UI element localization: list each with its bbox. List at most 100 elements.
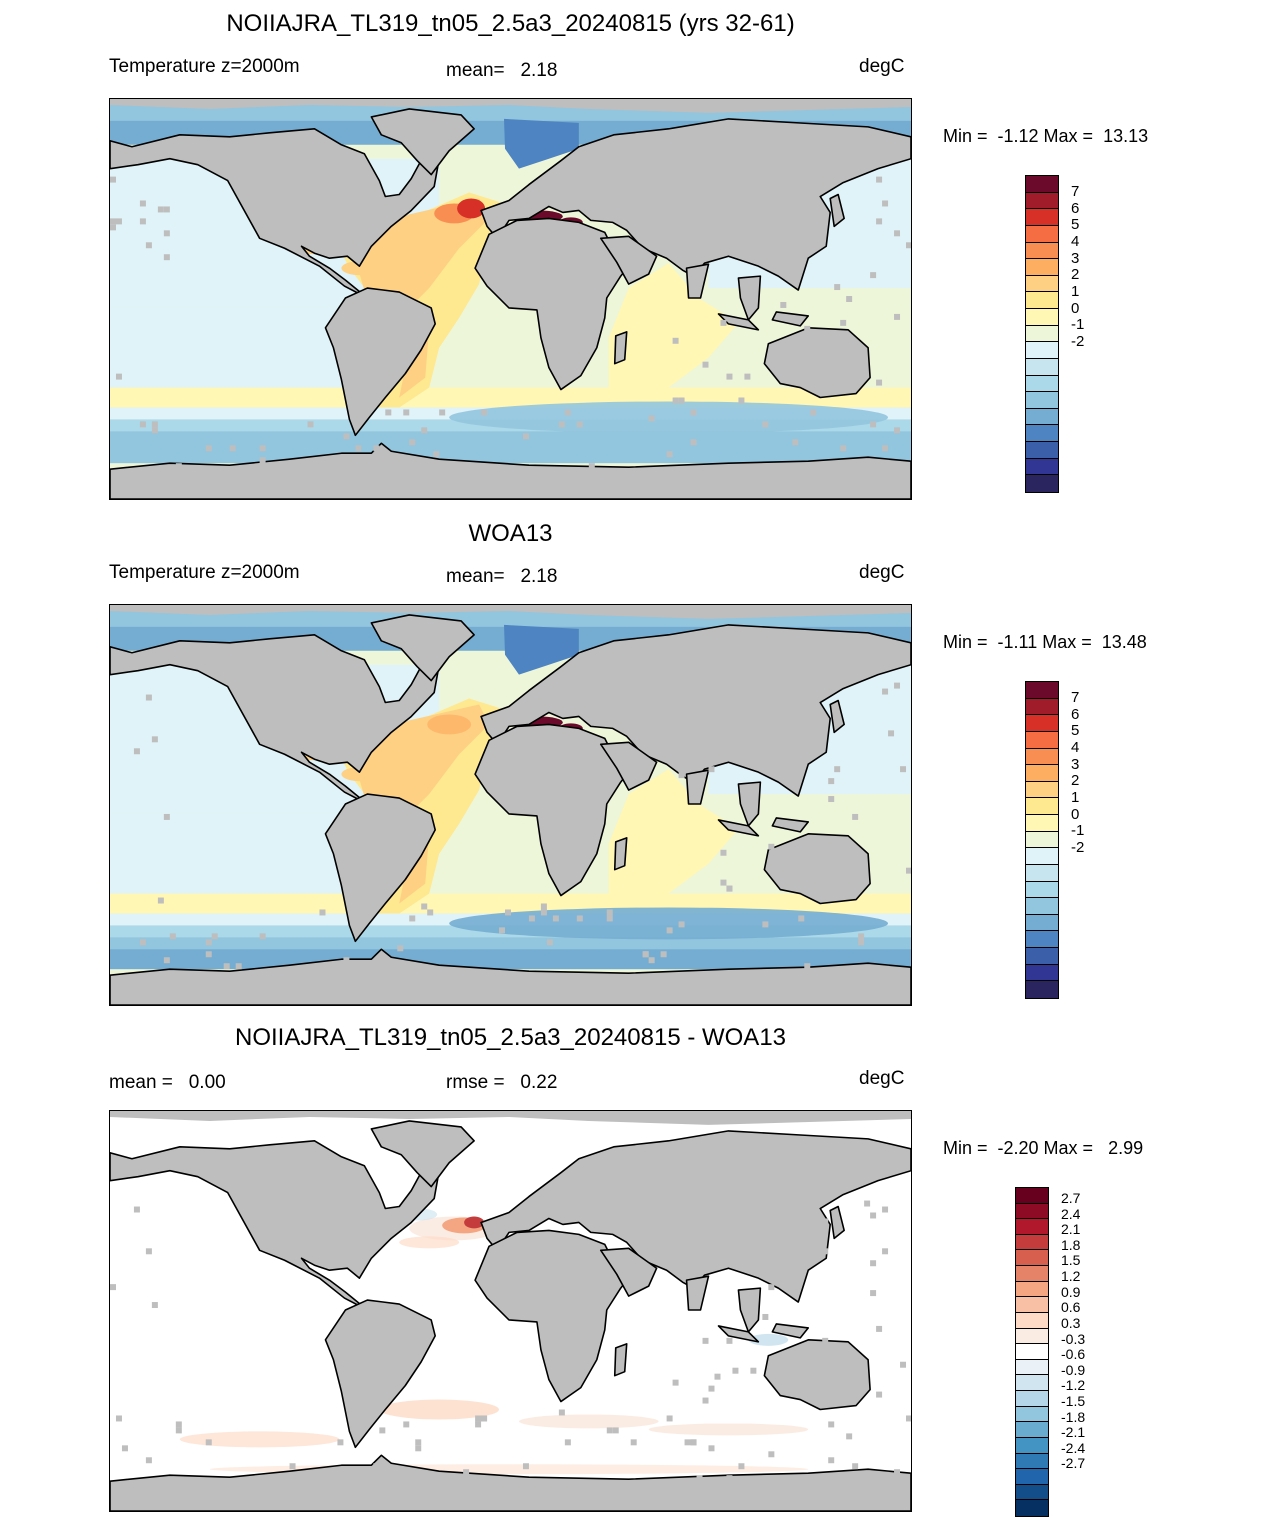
colorbar-swatch	[1026, 682, 1058, 699]
colorbar-tick-label: 0	[1071, 299, 1080, 317]
colorbar-tick-label: 2.4	[1061, 1205, 1081, 1222]
minmax-label: Min = -2.20 Max = 2.99	[943, 1138, 1144, 1158]
colorbar-swatch	[1016, 1250, 1048, 1267]
panel-title: WOA13	[468, 520, 553, 547]
colorbar-swatch	[1016, 1484, 1048, 1501]
colorbar-swatch	[1026, 375, 1058, 393]
colorbar-tick-label: 6	[1071, 199, 1080, 217]
colorbar-tick-label: 2	[1071, 772, 1080, 790]
colorbar-tick-label: -1	[1071, 822, 1085, 840]
colorbar-swatch	[1026, 698, 1058, 716]
colorbar-tick-label: 1.8	[1061, 1236, 1081, 1253]
colorbar-tick-label: -2	[1071, 332, 1085, 350]
colorbar-swatch	[1026, 798, 1058, 816]
colorbar-tick-label: -0.9	[1061, 1361, 1086, 1378]
colorbar-swatch	[1026, 831, 1058, 849]
map-obs	[109, 604, 912, 1006]
colorbar-swatch	[1026, 342, 1058, 359]
colorbar-tick-label: 6	[1071, 705, 1080, 723]
colorbar-tick-label: -0.3	[1061, 1330, 1086, 1347]
colorbar-swatch	[1026, 358, 1058, 376]
colorbar	[1025, 175, 1059, 493]
colorbar-tick-label: -1.5	[1061, 1392, 1086, 1409]
map-diff	[109, 1110, 912, 1512]
colorbar-tick-label: 0.6	[1061, 1299, 1081, 1316]
colorbar-tick-label: -1.2	[1061, 1377, 1086, 1394]
field-label: Temperature z=2000m	[109, 56, 300, 77]
colorbar-swatch	[1016, 1297, 1048, 1313]
colorbar-tick-label: -2.4	[1061, 1439, 1086, 1456]
colorbar-tick-label: 7	[1071, 689, 1080, 707]
colorbar-swatch	[1026, 914, 1058, 932]
colorbar-swatch	[1026, 765, 1058, 782]
colorbar-tick-label: -2.7	[1061, 1455, 1086, 1472]
colorbar-tick-label: 2.7	[1061, 1189, 1081, 1206]
panel-model: NOIIAJRA_TL319_tn05_2.5a3_20240815 (yrs …	[0, 0, 1285, 506]
colorbar-swatch	[1026, 881, 1058, 899]
colorbar-swatch	[1016, 1453, 1048, 1470]
colorbar-tick-label: 0	[1071, 805, 1080, 823]
colorbar-swatch	[1026, 242, 1058, 260]
colorbar-swatch	[1026, 864, 1058, 882]
colorbar-tick-label: 2.1	[1061, 1221, 1081, 1238]
map-canvas	[110, 1111, 911, 1511]
colorbar-swatch	[1016, 1437, 1048, 1454]
colorbar-swatch	[1026, 259, 1058, 276]
map-model	[109, 98, 912, 500]
colorbar-tick-label: 1	[1071, 788, 1080, 806]
colorbar-swatch	[1026, 458, 1058, 476]
colorbar-swatch	[1016, 1500, 1048, 1516]
colorbar-swatch	[1016, 1391, 1048, 1407]
colorbar-swatch	[1026, 309, 1058, 326]
panel-diff: NOIIAJRA_TL319_tn05_2.5a3_20240815 - WOA…	[0, 1012, 1285, 1518]
colorbar-tick-label: 5	[1071, 216, 1080, 234]
colorbar-swatch	[1026, 948, 1058, 965]
colorbar-swatch	[1026, 475, 1058, 492]
colorbar-swatch	[1016, 1312, 1048, 1329]
colorbar-tick-label: 3	[1071, 249, 1080, 267]
colorbar-swatch	[1026, 981, 1058, 998]
colorbar-tick-label: 0.9	[1061, 1283, 1081, 1300]
colorbar-tick-label: 1.5	[1061, 1252, 1081, 1269]
colorbar-swatch	[1016, 1469, 1048, 1485]
colorbar-swatch	[1016, 1188, 1048, 1204]
colorbar-swatch	[1026, 931, 1058, 949]
colorbar-swatch	[1026, 325, 1058, 343]
colorbar-swatch	[1016, 1328, 1048, 1345]
colorbar-swatch	[1016, 1266, 1048, 1282]
colorbar-swatch	[1026, 748, 1058, 766]
colorbar-swatch	[1026, 275, 1058, 293]
minmax-label: Min = -1.11 Max = 13.48	[943, 632, 1147, 652]
colorbar-swatch	[1026, 731, 1058, 749]
panel-obs: WOA13 Temperature z=2000m mean= 2.18 deg…	[0, 506, 1285, 1012]
colorbar-swatch	[1016, 1344, 1048, 1360]
map-canvas	[110, 99, 911, 499]
colorbar-swatch	[1026, 408, 1058, 426]
colorbar-swatch	[1026, 225, 1058, 243]
colorbar-tick-label: 5	[1071, 722, 1080, 740]
units-label: degC	[859, 56, 905, 77]
colorbar-tick-label: -2.1	[1061, 1424, 1086, 1441]
colorbar-swatch	[1026, 392, 1058, 409]
colorbar-swatch	[1026, 442, 1058, 459]
colorbar-swatch	[1026, 898, 1058, 915]
panel-title: NOIIAJRA_TL319_tn05_2.5a3_20240815 - WOA…	[234, 1024, 787, 1051]
colorbar-tick-label: 1	[1071, 282, 1080, 300]
colorbar-swatch	[1026, 425, 1058, 443]
map-canvas	[110, 605, 911, 1005]
colorbar-tick-label: 7	[1071, 183, 1080, 201]
colorbar-swatch	[1026, 781, 1058, 799]
colorbar-swatch	[1016, 1375, 1048, 1392]
mean-label: mean= 2.18	[446, 60, 558, 81]
colorbar-tick-label: 1.2	[1061, 1268, 1081, 1285]
colorbar-tick-label: -1.8	[1061, 1408, 1086, 1425]
colorbar-swatch	[1016, 1406, 1048, 1423]
field-label: Temperature z=2000m	[109, 562, 300, 583]
colorbar	[1025, 681, 1059, 999]
colorbar-tick-label: 0.3	[1061, 1314, 1081, 1331]
colorbar-swatch	[1016, 1203, 1048, 1220]
colorbar-tick-label: -2	[1071, 838, 1085, 856]
colorbar-tick-label: 2	[1071, 266, 1080, 284]
minmax-label: Min = -1.12 Max = 13.13	[943, 126, 1149, 146]
units-label: degC	[859, 1068, 905, 1089]
